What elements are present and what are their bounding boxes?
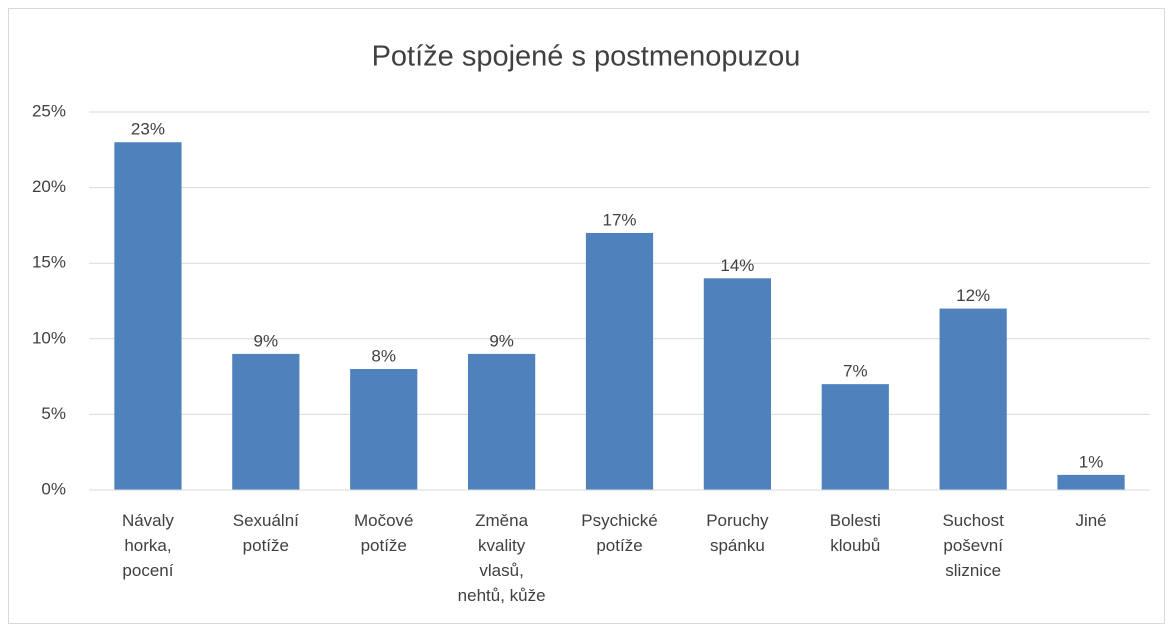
data-label: 9% [489,331,514,350]
bar [585,232,654,490]
y-tick-label: 25% [32,101,66,120]
x-tick-label: Jiné [1075,511,1106,530]
x-tick-label: Návaly horka, pocení [122,511,174,580]
chart-title: Potíže spojené s postmenopuzou [372,41,801,73]
y-tick-label: 10% [32,328,66,347]
y-tick-label: 20% [32,177,66,196]
x-tick-label: Psychické potíže [581,511,658,555]
bar [1057,474,1125,490]
bar [821,384,889,490]
x-tick-label: Poruchy spánku [706,511,769,555]
x-tick-label: Změna kvality vlasů, nehtů, kůže [458,511,546,605]
y-tick-label: 5% [41,404,66,423]
data-label: 8% [371,347,396,366]
bar [232,353,300,490]
data-label: 14% [720,256,754,275]
x-tick-label: Močové potíže [354,511,414,555]
data-label: 12% [956,286,990,305]
data-label: 17% [602,210,636,229]
x-tick-label: Suchost poševní sliznice [942,511,1004,580]
x-tick-label: Bolesti kloubů [830,511,881,555]
data-label: 9% [254,331,279,350]
y-tick-label: 15% [32,253,66,272]
bar [939,308,1007,490]
data-label: 1% [1079,452,1104,471]
data-label: 7% [843,362,868,381]
bar [468,353,536,490]
y-tick-label: 0% [41,479,66,498]
bar [703,278,771,490]
bar [114,142,182,491]
bar [350,369,418,490]
data-label: 23% [131,120,165,139]
x-tick-label: Sexuální potíže [233,511,299,555]
